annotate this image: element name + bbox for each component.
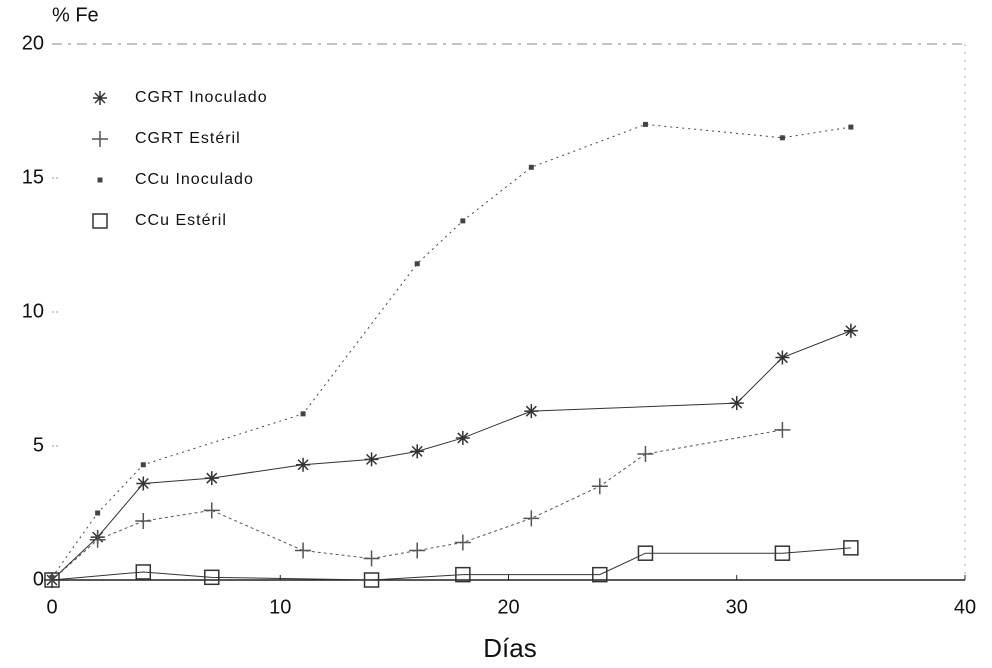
y-tick-label: 20 [22, 32, 44, 54]
legend-label: CGRT Inoculado [135, 89, 268, 106]
marker [97, 177, 103, 183]
marker [140, 462, 146, 468]
marker [204, 471, 219, 486]
marker [93, 91, 107, 105]
x-tick-label: 10 [269, 596, 291, 618]
marker [637, 446, 654, 463]
marker [95, 510, 101, 516]
marker [774, 545, 791, 561]
y-tick-label: 15 [22, 166, 44, 188]
x-tick-label: 20 [497, 596, 519, 618]
marker [44, 572, 60, 588]
marker [454, 534, 471, 551]
marker [528, 164, 534, 170]
y-axis-label: % Fe [52, 4, 99, 26]
marker [775, 350, 790, 365]
marker [592, 566, 608, 583]
marker [136, 476, 151, 491]
y-tick-label: 5 [33, 434, 44, 456]
marker [729, 396, 744, 411]
marker [49, 574, 55, 580]
marker [92, 131, 108, 147]
marker [774, 421, 791, 438]
marker [300, 411, 306, 417]
marker [843, 323, 858, 338]
series: CCu Estéril [44, 212, 859, 588]
line [51, 330, 852, 581]
marker [455, 566, 471, 583]
marker [92, 213, 108, 229]
marker [135, 513, 152, 530]
x-tick-label: 40 [954, 596, 976, 618]
marker [848, 124, 854, 130]
marker [410, 444, 425, 459]
series: CGRT Estéril [44, 130, 791, 588]
marker [364, 452, 379, 467]
marker [295, 542, 312, 559]
marker [203, 502, 220, 519]
marker [591, 478, 608, 495]
y-tick-label: 0 [33, 568, 44, 590]
series: CGRT Inoculado [45, 89, 858, 587]
y-tick-label: 10 [22, 300, 44, 322]
marker [135, 564, 152, 580]
marker [363, 550, 380, 567]
marker [204, 569, 220, 586]
line [51, 123, 851, 578]
marker [89, 531, 106, 548]
marker [637, 545, 654, 561]
marker [843, 540, 859, 556]
series: CCu Inoculado [49, 121, 854, 580]
legend-label: CCu Estéril [135, 212, 227, 229]
marker [455, 430, 470, 445]
x-tick-label: 0 [46, 596, 57, 618]
marker [363, 572, 380, 588]
marker [409, 542, 426, 559]
marker [414, 261, 420, 267]
marker [296, 457, 311, 472]
marker [523, 510, 540, 527]
legend-label: CCu Inoculado [135, 171, 254, 188]
marker [460, 218, 466, 224]
marker [642, 121, 648, 127]
x-tick-label: 30 [726, 596, 748, 618]
line [51, 547, 851, 581]
x-axis-label: Días [483, 633, 536, 663]
marker [779, 135, 785, 141]
legend-label: CGRT Estéril [135, 130, 241, 147]
marker [524, 404, 539, 419]
